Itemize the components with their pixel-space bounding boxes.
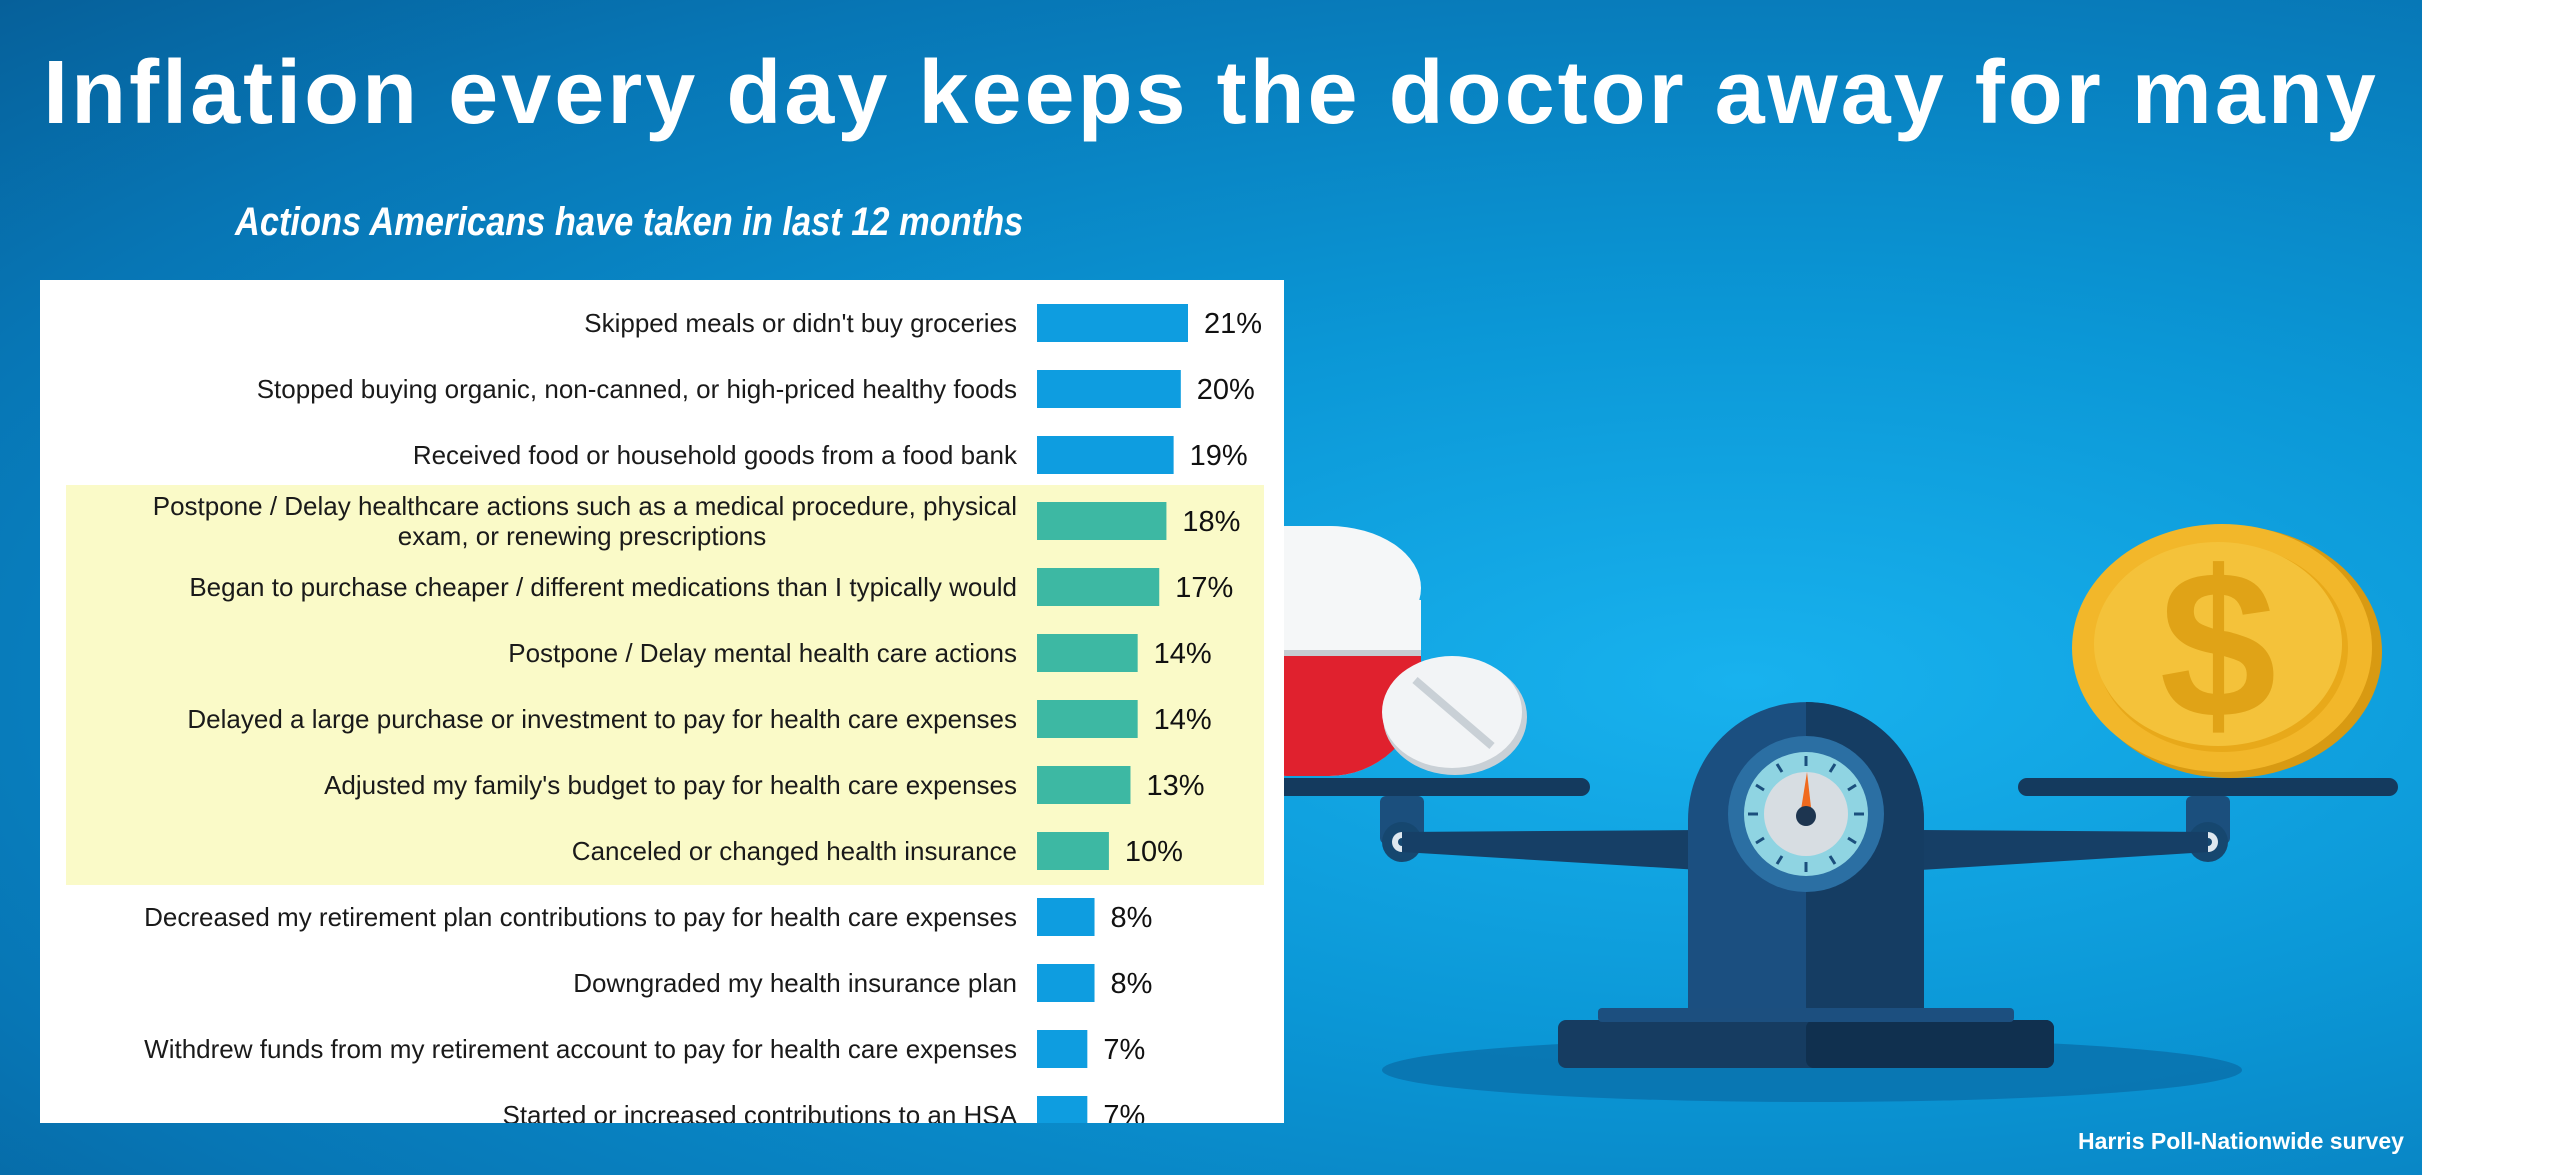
category-label: Postpone / Delay healthcare actions such… [153, 491, 1017, 551]
bar-value-label: 14% [1154, 638, 1212, 670]
category-label: Began to purchase cheaper / different me… [189, 572, 1017, 602]
category-label: Adjusted my family's budget to pay for h… [324, 770, 1017, 800]
category-label: Canceled or changed health insurance [572, 836, 1017, 866]
category-label-line: Stopped buying organic, non-canned, or h… [257, 374, 1017, 404]
bar-value-label: 17% [1175, 572, 1233, 604]
category-label: Delayed a large purchase or investment t… [187, 704, 1017, 734]
bar-chart: 21% Skipped meals or didn't buy groceries… [66, 304, 1264, 1123]
category-label-line: Skipped meals or didn't buy groceries [584, 308, 1017, 338]
bar-value-label: 8% [1111, 902, 1153, 934]
chart-subtitle: Actions Americans have taken in last 12 … [235, 200, 1024, 244]
category-label-line: exam, or renewing prescriptions [398, 521, 767, 551]
healthcare-highlight-band [66, 485, 1264, 885]
bar [1037, 1096, 1088, 1123]
category-label-line: Adjusted my family's budget to pay for h… [324, 770, 1017, 800]
bar-value-label: 13% [1146, 770, 1204, 802]
category-label: Skipped meals or didn't buy groceries [584, 308, 1017, 338]
category-label-line: Delayed a large purchase or investment t… [187, 704, 1017, 734]
bar [1037, 304, 1188, 342]
bar-value-label: 21% [1204, 308, 1262, 340]
coin-dollar-symbol: $ [2159, 527, 2277, 762]
gauge-icon [1728, 736, 1884, 892]
bar-chart-panel: 21% Skipped meals or didn't buy groceries… [40, 280, 1284, 1123]
category-label-line: Started or increased contributions to an… [502, 1100, 1017, 1123]
bar [1037, 436, 1174, 474]
bar [1037, 832, 1109, 870]
dollar-coin-icon [2072, 524, 2382, 778]
category-label-line: Downgraded my health insurance plan [573, 968, 1017, 998]
category-label: Received food or household goods from a … [413, 440, 1018, 470]
category-label-line: Began to purchase cheaper / different me… [189, 572, 1017, 602]
category-label: Withdrew funds from my retirement accoun… [144, 1034, 1017, 1064]
category-label-line: Canceled or changed health insurance [572, 836, 1017, 866]
bar-value-label: 8% [1111, 968, 1153, 1000]
category-label-line: Withdrew funds from my retirement accoun… [144, 1034, 1017, 1064]
illustration [1195, 524, 2398, 1102]
category-label: Started or increased contributions to an… [502, 1100, 1017, 1123]
bar-value-label: 14% [1154, 704, 1212, 736]
bar [1037, 634, 1138, 672]
infographic-panel: $ Inflation every day keeps the doctor a… [0, 0, 2422, 1175]
category-label-line: Received food or household goods from a … [413, 440, 1018, 470]
category-label: Downgraded my health insurance plan [573, 968, 1017, 998]
category-label-line: Postpone / Delay healthcare actions such… [153, 491, 1017, 521]
page-title: Inflation every day keeps the doctor awa… [43, 43, 2379, 143]
bar [1037, 700, 1138, 738]
bar-value-label: 7% [1103, 1100, 1145, 1123]
category-label-line: Decreased my retirement plan contributio… [144, 902, 1017, 932]
bar [1037, 568, 1160, 606]
category-label: Stopped buying organic, non-canned, or h… [257, 374, 1017, 404]
bar [1037, 1030, 1088, 1068]
bar-value-label: 20% [1197, 374, 1255, 406]
bar-value-label: 10% [1125, 836, 1183, 868]
bar [1037, 502, 1167, 540]
pill-tablet-icon [1382, 656, 1527, 775]
bar [1037, 964, 1095, 1002]
category-label-line: Postpone / Delay mental health care acti… [508, 638, 1017, 668]
bar-value-label: 19% [1190, 440, 1248, 472]
bar-value-label: 18% [1182, 506, 1240, 538]
category-label: Decreased my retirement plan contributio… [144, 902, 1017, 932]
bar [1037, 766, 1131, 804]
category-label: Postpone / Delay mental health care acti… [508, 638, 1017, 668]
bar [1037, 898, 1095, 936]
source-note: Harris Poll-Nationwide survey [2078, 1128, 2404, 1154]
bar-value-label: 7% [1103, 1034, 1145, 1066]
bar [1037, 370, 1181, 408]
